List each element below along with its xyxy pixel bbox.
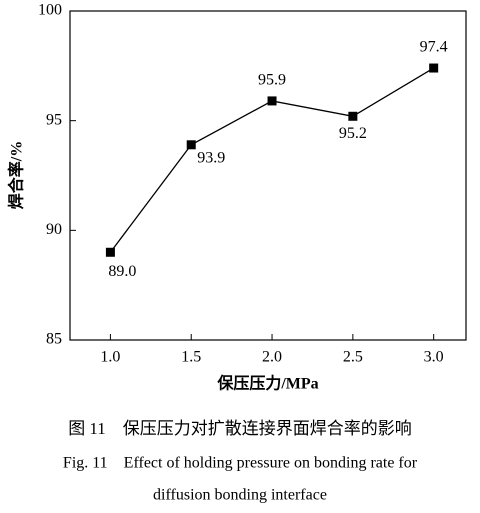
marker bbox=[105, 247, 115, 257]
plot-frame bbox=[69, 10, 467, 341]
y-tick-label: 95 bbox=[46, 111, 62, 128]
caption-en: diffusion bonding interface bbox=[153, 487, 327, 504]
caption-cn: 图 11 保压压力对扩散连接界面焊合率的影响 bbox=[68, 419, 412, 438]
y-axis-label: 焊合率/% bbox=[7, 141, 26, 209]
x-tick-label: 3.0 bbox=[424, 349, 444, 366]
value-label: 95.9 bbox=[258, 72, 286, 89]
value-label: 97.4 bbox=[420, 39, 448, 56]
marker bbox=[348, 111, 358, 121]
marker bbox=[186, 140, 196, 150]
value-label: 95.2 bbox=[339, 125, 367, 142]
y-tick-label: 90 bbox=[46, 221, 62, 238]
x-axis-label: 保压压力/MPa bbox=[216, 374, 318, 393]
y-tick-label: 85 bbox=[46, 331, 62, 348]
marker bbox=[267, 96, 277, 106]
x-tick-label: 2.5 bbox=[343, 349, 363, 366]
y-tick-label: 100 bbox=[38, 2, 62, 19]
marker bbox=[429, 63, 439, 73]
x-tick-label: 1.0 bbox=[100, 349, 120, 366]
line bbox=[109, 67, 435, 253]
value-label: 89.0 bbox=[108, 263, 136, 280]
caption-en: Fig. 11 Effect of holding pressure on bo… bbox=[63, 455, 418, 472]
value-label: 93.9 bbox=[197, 149, 225, 166]
x-tick-label: 1.5 bbox=[181, 349, 201, 366]
x-tick-label: 2.0 bbox=[262, 349, 282, 366]
